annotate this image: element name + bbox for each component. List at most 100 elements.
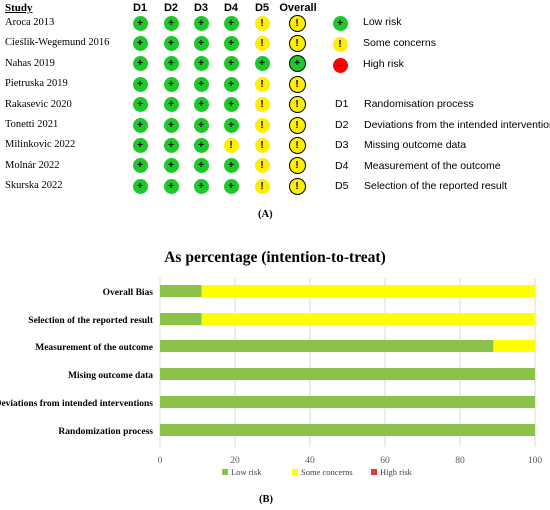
judgement-dot-low: + xyxy=(193,76,209,92)
bar-segment xyxy=(160,368,535,380)
study-column-header: Study xyxy=(5,2,33,14)
judgement-dot-low: + xyxy=(223,35,239,51)
x-tick-label: 80 xyxy=(455,456,465,466)
judgement-dot-low: + xyxy=(223,158,239,174)
domain-header-d1: D1 xyxy=(132,2,148,14)
domain-key-label: Missing outcome data xyxy=(364,139,467,151)
x-tick-label: 60 xyxy=(380,456,390,466)
domain-key-label: Selection of the reported result xyxy=(364,180,508,192)
legend-label: Some concerns xyxy=(301,467,353,477)
category-label: Selection of the reported result xyxy=(28,316,154,326)
judgement-dot-some: ! xyxy=(223,137,239,153)
category-label: Randomization process xyxy=(58,427,153,437)
bar-segment xyxy=(201,313,535,325)
judgement-dot-low: + xyxy=(132,56,148,72)
judgement-dot-low: + xyxy=(193,158,209,174)
judgement-dot-low: + xyxy=(163,158,179,174)
judgement-dot-low: + xyxy=(288,55,306,73)
legend-label: Some concerns xyxy=(363,37,436,49)
bar-segment xyxy=(160,285,202,297)
bar-segment xyxy=(493,340,535,352)
judgement-dot-low: + xyxy=(132,178,148,194)
judgement-dot-some: ! xyxy=(254,137,270,153)
chart-title: As percentage (intention-to-treat) xyxy=(164,249,386,266)
domain-key-code: D2 xyxy=(335,118,349,131)
legend-label: High risk xyxy=(380,467,413,477)
domain-key-code: D4 xyxy=(335,159,349,172)
judgement-dot-some: ! xyxy=(254,158,270,174)
domain-key-label: Deviations from the intended interventio… xyxy=(364,118,550,131)
bar-segment xyxy=(160,340,494,352)
domain-key-code: D1 xyxy=(335,98,349,110)
category-label: Deviations from intended interventions xyxy=(0,399,153,409)
legend-swatch xyxy=(222,469,228,475)
domain-header-d4: D4 xyxy=(223,2,239,14)
legend-label: Low risk xyxy=(231,467,262,477)
domain-key-code: D3 xyxy=(335,139,349,151)
judgement-dot-low: + xyxy=(132,35,148,51)
judgement-dot-some: ! xyxy=(288,177,306,195)
judgement-dot-low: + xyxy=(132,15,148,31)
judgement-dot-low: + xyxy=(223,117,239,133)
domain-key-label: Measurement of the outcome xyxy=(364,159,501,172)
study-label: Pietruska 2019 xyxy=(5,78,68,90)
judgement-dot-low: + xyxy=(132,117,148,133)
judgement-dot-some: ! xyxy=(254,117,270,133)
judgement-dot-low: + xyxy=(132,76,148,92)
bar-segment xyxy=(160,396,535,408)
study-label: Nahas 2019 xyxy=(5,57,55,69)
judgement-dot-low: + xyxy=(163,117,179,133)
judgement-dot-some: ! xyxy=(288,14,306,32)
judgement-dot-low: + xyxy=(223,15,239,31)
judgement-dot-low: + xyxy=(223,56,239,72)
category-label: Measurement of the outcome xyxy=(35,343,153,353)
judgement-dot-some: ! xyxy=(254,97,270,113)
judgement-dot-low: + xyxy=(193,15,209,31)
judgement-dot-low: + xyxy=(163,178,179,194)
bar-segment xyxy=(201,285,535,297)
domain-key-code: D5 xyxy=(335,180,349,192)
judgement-dot-low: + xyxy=(132,137,148,153)
judgement-dot-low: + xyxy=(163,97,179,113)
x-tick-label: 100 xyxy=(528,456,543,466)
judgement-dot-low: + xyxy=(132,97,148,113)
judgement-dot-low: + xyxy=(193,56,209,72)
domain-header-d5: D5 xyxy=(254,2,270,14)
legend-dot-some: ! xyxy=(332,36,348,52)
legend-swatch xyxy=(292,469,298,475)
judgement-dot-low: + xyxy=(193,137,209,153)
judgement-dot-some: ! xyxy=(288,96,306,114)
judgement-dot-some: ! xyxy=(288,136,306,154)
study-label: Milinkovic 2022 xyxy=(5,139,76,151)
judgement-dot-low: + xyxy=(254,56,270,72)
legend-swatch xyxy=(371,469,377,475)
judgement-dot-some: ! xyxy=(254,15,270,31)
legend-dot-low: + xyxy=(332,15,348,31)
judgement-dot-some: ! xyxy=(288,75,306,93)
study-label: Tonetti 2021 xyxy=(5,119,59,130)
judgement-dot-low: + xyxy=(193,178,209,194)
study-label: Molnár 2022 xyxy=(5,159,60,171)
domain-header-overall: Overall xyxy=(279,2,317,14)
domain-header-d3: D3 xyxy=(193,2,209,14)
study-label: Rakasevic 2020 xyxy=(5,98,72,110)
judgement-dot-low: + xyxy=(223,178,239,194)
judgement-dot-low: + xyxy=(193,117,209,133)
x-tick-label: 40 xyxy=(305,456,315,466)
judgement-dot-some: ! xyxy=(288,34,306,52)
legend-label: High risk xyxy=(363,58,404,70)
x-tick-label: 20 xyxy=(230,456,240,466)
judgement-dot-low: + xyxy=(193,97,209,113)
category-label: Overall Bias xyxy=(103,288,154,298)
legend-dot-high: – xyxy=(332,57,348,73)
bar-segment xyxy=(160,424,535,436)
judgement-dot-low: + xyxy=(163,35,179,51)
domain-header-d2: D2 xyxy=(163,2,179,14)
study-label: Aroca 2013 xyxy=(5,17,55,28)
study-label: Skurska 2022 xyxy=(5,180,63,192)
judgement-dot-some: ! xyxy=(254,35,270,51)
x-tick-label: 0 xyxy=(158,456,163,466)
judgement-dot-low: + xyxy=(193,35,209,51)
judgement-dot-some: ! xyxy=(288,157,306,175)
